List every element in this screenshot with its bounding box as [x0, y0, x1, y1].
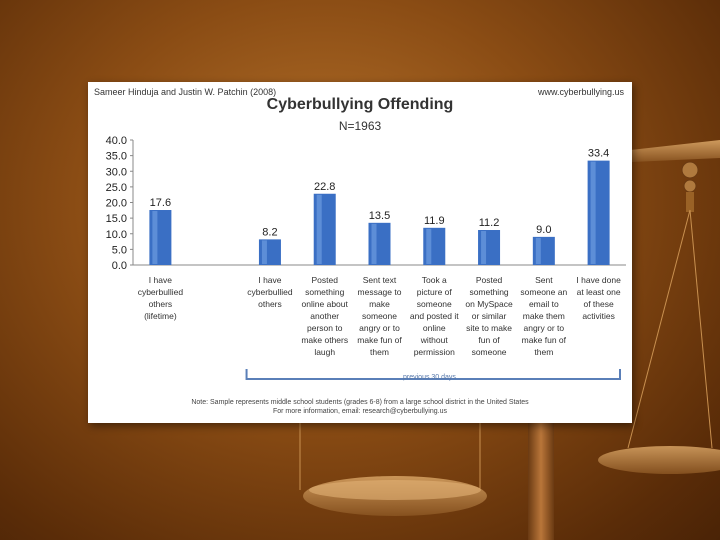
y-tick-label: 30.0	[106, 166, 127, 178]
y-tick-label: 35.0	[106, 151, 127, 163]
category-label: I have cyberbullied others	[247, 275, 293, 309]
data-label: 11.9	[424, 215, 445, 227]
bar-highlight	[481, 231, 487, 264]
category-label: Sent someone an email to make them angry…	[520, 275, 568, 357]
footnote-sample: Note: Sample represents middle school st…	[191, 399, 529, 406]
bracket-line	[245, 369, 621, 380]
data-label: 22.8	[314, 181, 335, 193]
bar-highlight	[535, 237, 541, 264]
author-credit: Sameer Hinduja and Justin W. Patchin (20…	[94, 87, 277, 97]
bar-highlight	[316, 194, 322, 264]
category-label: Took a picture of someone and posted it …	[409, 275, 459, 357]
bar-chart: 0.0 5.0 10.0 15.0 20.0 25.0 30.0 35.0 40.0 17.6 8.…	[106, 135, 626, 380]
category-label: I have cyberbullied others (lifetime)	[137, 275, 184, 321]
data-label: 9.0	[536, 224, 551, 236]
category-label: I have done at least one of these activi…	[576, 275, 621, 321]
y-tick-label: 10.0	[106, 229, 127, 241]
y-tick-label: 25.0	[106, 182, 127, 194]
category-label: Posted something online about another pe…	[301, 275, 349, 357]
bar-highlight	[152, 211, 158, 264]
y-tick-label: 15.0	[106, 213, 127, 225]
data-label: 8.2	[262, 226, 277, 238]
data-label: 13.5	[369, 210, 390, 222]
y-tick-label: 0.0	[112, 260, 127, 272]
y-tick-label: 40.0	[106, 135, 127, 147]
footnote: Note: Sample represents middle school st…	[88, 398, 632, 416]
data-label: 17.6	[150, 197, 171, 209]
bracket-label: previous 30 days	[403, 374, 456, 381]
bar-highlight	[261, 240, 267, 264]
chart-subtitle: N=1963	[338, 119, 382, 133]
chart-slide: Sameer Hinduja and Justin W. Patchin (20…	[88, 82, 632, 423]
bar-highlight	[426, 228, 432, 264]
website-url: www.cyberbullying.us	[537, 87, 624, 97]
y-tick-label: 20.0	[106, 198, 127, 210]
data-label: 33.4	[588, 148, 609, 160]
data-label: 11.2	[479, 217, 500, 229]
bar-highlight	[371, 223, 377, 264]
chart-title: Cyberbullying Offending	[266, 96, 454, 113]
bar-highlight	[590, 161, 596, 264]
category-label: Posted something on MySpace or similar s…	[465, 275, 513, 357]
footnote-contact: For more information, email: research@cy…	[272, 408, 447, 415]
y-tick-label: 5.0	[112, 244, 127, 256]
category-label: Sent text message to make someone angry …	[357, 275, 402, 357]
